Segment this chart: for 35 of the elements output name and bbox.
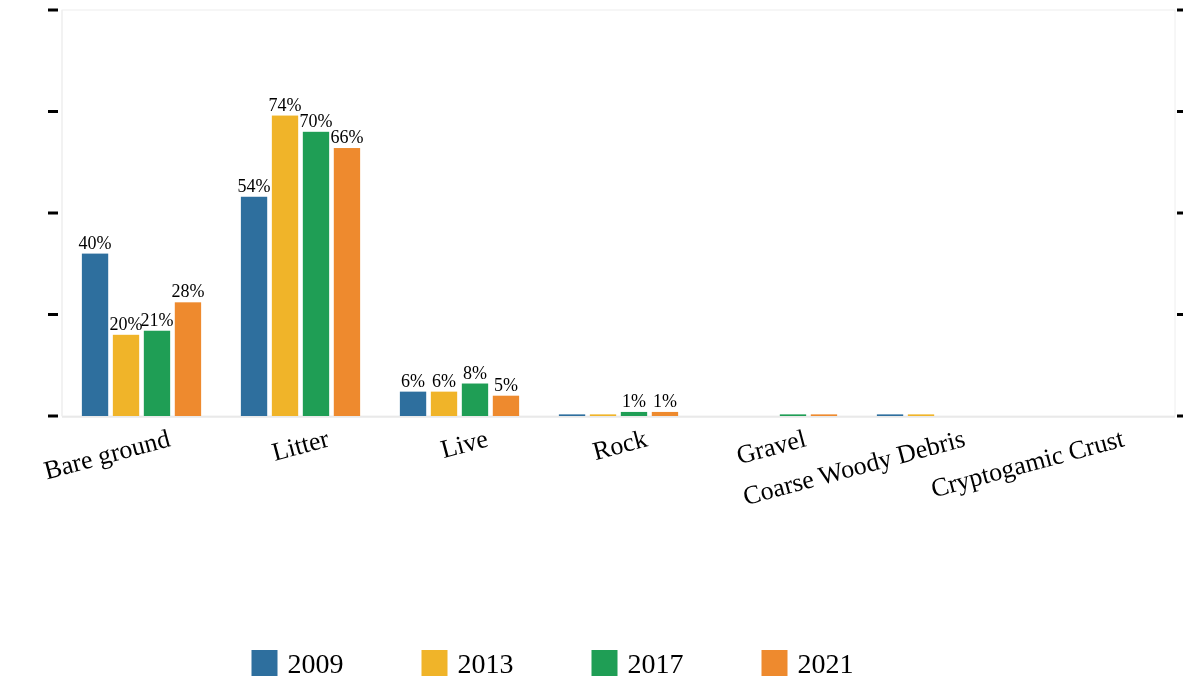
bar: [461, 383, 489, 416]
bar: [651, 411, 679, 416]
legend-label: 2009: [287, 647, 344, 679]
data-label: 6%: [401, 370, 426, 391]
bar: [399, 391, 427, 416]
legend-label: 2021: [797, 647, 854, 679]
bar: [143, 330, 171, 416]
data-label: 28%: [171, 281, 205, 302]
bar: [302, 131, 330, 416]
bar: [430, 391, 458, 416]
x-tick-label: Bare ground: [40, 423, 174, 486]
legend-label: 2017: [627, 647, 684, 679]
data-label: 8%: [462, 362, 487, 383]
bar: [174, 302, 202, 416]
data-label: 40%: [78, 232, 112, 253]
bar: [240, 196, 268, 416]
x-tick-label: Live: [437, 423, 492, 465]
data-label: 1%: [652, 390, 677, 411]
data-label: 1%: [621, 390, 646, 411]
x-tick-label: Rock: [589, 423, 651, 466]
bar: [271, 115, 299, 416]
x-tick-label: Litter: [268, 423, 333, 467]
data-label: 70%: [299, 110, 333, 131]
bar: [492, 395, 520, 416]
data-label: 6%: [432, 370, 457, 391]
data-label: 54%: [237, 175, 271, 196]
bar: [620, 411, 648, 416]
legend-label: 2013: [457, 647, 514, 679]
bar: [81, 253, 109, 416]
data-label: 5%: [493, 374, 518, 395]
bar: [112, 334, 140, 416]
data-label: 66%: [330, 127, 364, 148]
bar: [333, 148, 361, 416]
x-tick-label: Gravel: [733, 423, 810, 471]
data-label: 74%: [268, 94, 302, 115]
